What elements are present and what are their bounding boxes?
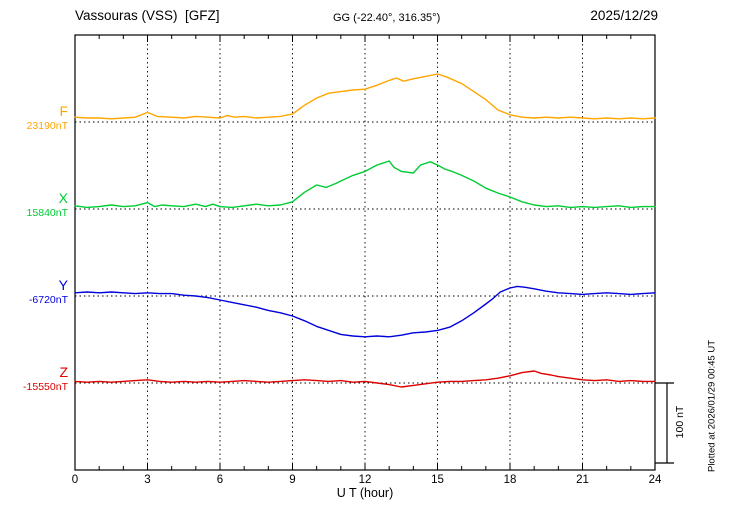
- plot-date: 2025/12/29: [590, 8, 658, 23]
- station-title: Vassouras (VSS) [GFZ]: [75, 8, 220, 23]
- series-label-F: F 23190nT: [4, 104, 68, 132]
- series-F-trace: [74, 73, 656, 120]
- x-tick-label: 6: [217, 474, 223, 486]
- series-label-Z: Z -15550nT: [4, 365, 68, 393]
- series-X-trace: [74, 160, 656, 209]
- x-tick-label: 15: [431, 474, 444, 486]
- series-baseline-F: 23190nT: [26, 119, 68, 132]
- x-tick-label: 3: [144, 474, 150, 486]
- geo-coordinates: GG (-22.40°, 316.35°): [333, 12, 441, 24]
- series-letter-X: X: [58, 190, 68, 206]
- series-baseline-X: 15840nT: [26, 206, 68, 219]
- x-axis-label: U T (hour): [336, 486, 394, 500]
- series-label-X: X 15840nT: [4, 191, 68, 219]
- series-label-Y: Y -6720nT: [4, 278, 68, 306]
- series-letter-Y: Y: [58, 277, 68, 293]
- x-tick-label: 18: [504, 474, 517, 486]
- series-letter-F: F: [59, 103, 68, 119]
- plotted-at-note: Plotted at 2026/01/29 00:45 UT: [706, 339, 718, 473]
- series-Y-trace: [74, 285, 656, 338]
- series-Z-trace: [74, 370, 656, 388]
- series-baseline-Z: -15550nT: [23, 380, 68, 393]
- x-tick-label: 0: [72, 474, 78, 486]
- x-tick-label: 24: [649, 474, 662, 486]
- x-tick-label: 12: [359, 474, 372, 486]
- series-letter-Z: Z: [59, 364, 68, 380]
- scale-bar-label: 100 nT: [674, 405, 686, 439]
- series-baseline-Y: -6720nT: [28, 293, 68, 306]
- x-tick-label: 9: [289, 474, 295, 486]
- x-tick-label: 21: [576, 474, 589, 486]
